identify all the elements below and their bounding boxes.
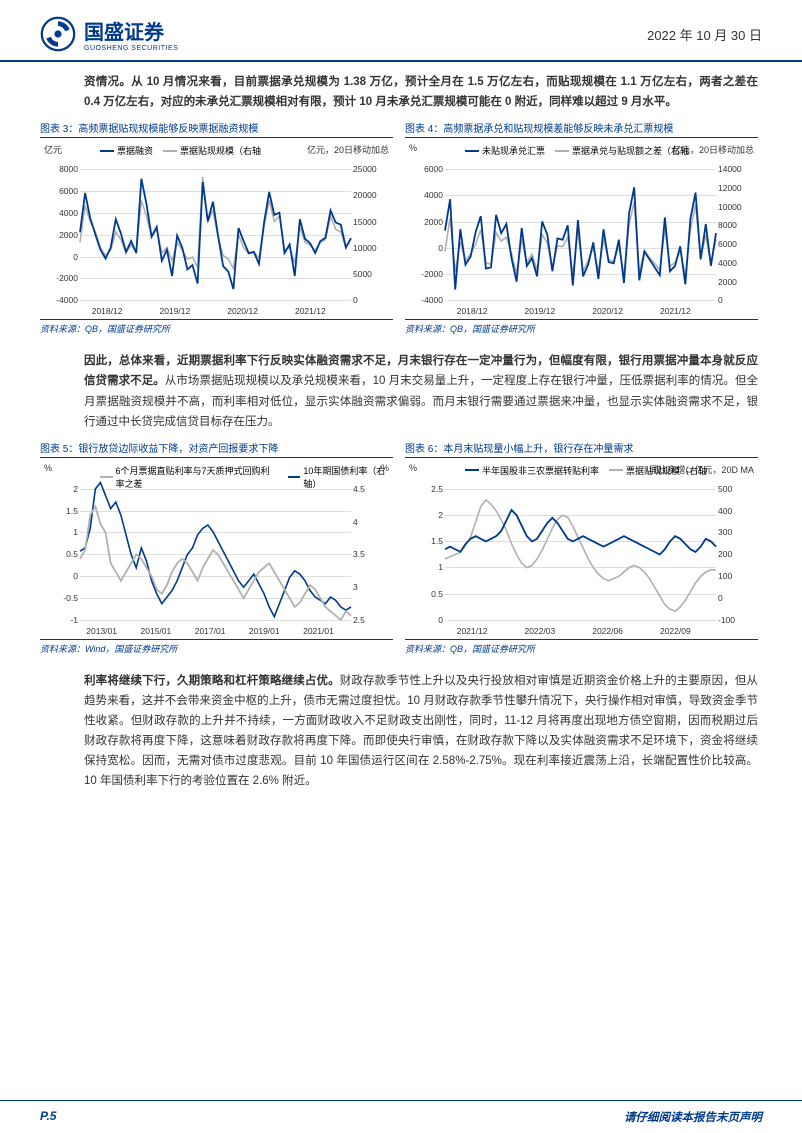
chart-3-title: 图表 3：高频票据贴现规模能够反映票据融资规模 — [40, 120, 393, 138]
page-number: P.5 — [40, 1109, 56, 1125]
chart-4-source: 资料来源：QB，国盛证券研究所 — [405, 319, 758, 335]
paragraph-3: 利率将继续下行，久期策略和杠杆策略继续占优。财政存款季节性上升以及央行投放相对审… — [84, 671, 758, 792]
chart-row-1: 图表 3：高频票据贴现规模能够反映票据融资规模 亿元亿元，20日移动加总票据融资… — [40, 120, 758, 335]
logo: 国盛证券 GUOSHENG SECURITIES — [40, 16, 178, 52]
report-date: 2022 年 10 月 30 日 — [647, 25, 762, 44]
chart-6-box: %同比多增，亿元，20D MA半年国股非三农票据转贴利率票据贴现规模（右轴00.… — [405, 461, 758, 636]
company-sub: GUOSHENG SECURITIES — [84, 45, 178, 52]
paragraph-2: 因此，总体来看，近期票据利率下行反映实体融资需求不足，月末银行存在一定冲量行为，… — [84, 351, 758, 432]
chart-3: 图表 3：高频票据贴现规模能够反映票据融资规模 亿元亿元，20日移动加总票据融资… — [40, 120, 393, 335]
chart-6-source: 资料来源：QB，国盛证券研究所 — [405, 639, 758, 655]
company-name: 国盛证券 — [84, 16, 178, 45]
chart-5-title: 图表 5：银行放贷边际收益下降，对资产回报要求下降 — [40, 440, 393, 458]
chart-row-2: 图表 5：银行放贷边际收益下降，对资产回报要求下降 %%6个月票据直贴利率与7天… — [40, 440, 758, 655]
paragraph-1: 资情况。从 10 月情况来看，目前票据承兑规模为 1.38 万亿，预计全月在 1… — [84, 72, 758, 112]
chart-4-title: 图表 4：高频票据承兑和贴现规模差能够反映未承兑汇票规模 — [405, 120, 758, 138]
content-area: 资情况。从 10 月情况来看，目前票据承兑规模为 1.38 万亿，预计全月在 1… — [0, 62, 802, 792]
chart-3-source: 资料来源：QB，国盛证券研究所 — [40, 319, 393, 335]
chart-6-title: 图表 6：本月末贴现量小幅上升，银行存在冲量需求 — [405, 440, 758, 458]
chart-3-box: 亿元亿元，20日移动加总票据融资票据贴现规模（右轴-4000-200002000… — [40, 141, 393, 316]
page-footer: P.5 请仔细阅读本报告末页声明 — [0, 1100, 802, 1133]
chart-5-box: %%6个月票据直贴利率与7天质押式回购利率之差10年期国债利率（右轴）-1-0.… — [40, 461, 393, 636]
chart-5-source: 资料来源：Wind，国盛证券研究所 — [40, 639, 393, 655]
footer-disclaimer: 请仔细阅读本报告末页声明 — [624, 1109, 762, 1125]
page-header: 国盛证券 GUOSHENG SECURITIES 2022 年 10 月 30 … — [0, 0, 802, 62]
chart-4-box: %亿元，20日移动加总未贴现承兑汇票票据承兑与贴现额之差（右轴-4000-200… — [405, 141, 758, 316]
company-logo-icon — [40, 16, 76, 52]
chart-5: 图表 5：银行放贷边际收益下降，对资产回报要求下降 %%6个月票据直贴利率与7天… — [40, 440, 393, 655]
chart-4: 图表 4：高频票据承兑和贴现规模差能够反映未承兑汇票规模 %亿元，20日移动加总… — [405, 120, 758, 335]
chart-6: 图表 6：本月末贴现量小幅上升，银行存在冲量需求 %同比多增，亿元，20D MA… — [405, 440, 758, 655]
